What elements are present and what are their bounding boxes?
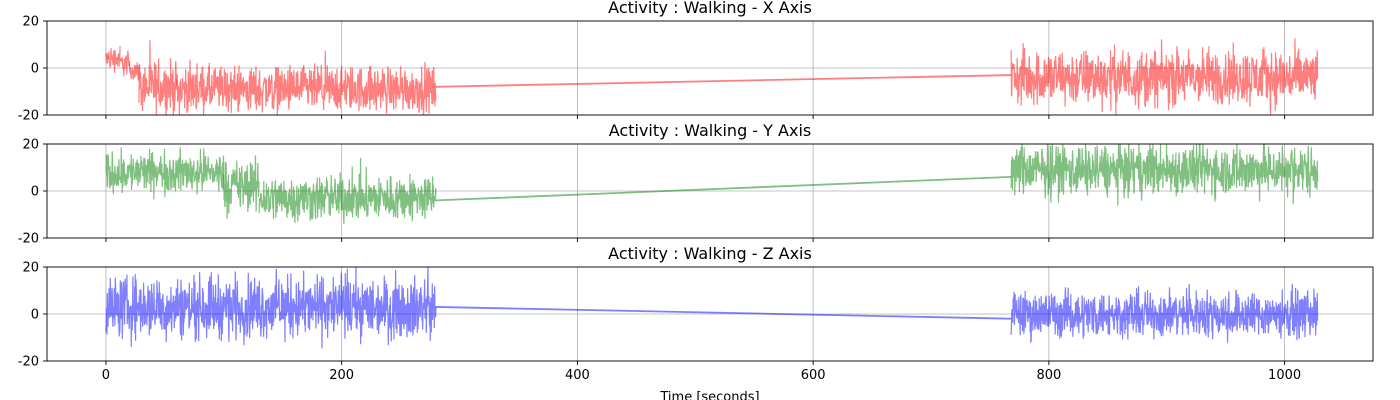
signal-segment-2 <box>223 155 260 219</box>
chart-title: Activity : Walking - Y Axis <box>609 121 811 140</box>
x-axis-label: Time [seconds] <box>659 390 759 400</box>
signal-segment-4 <box>128 61 140 81</box>
gap-connector-line <box>435 74 1012 88</box>
signal-segment-4 <box>1010 144 1319 206</box>
x-tick-label: 800 <box>1036 368 1061 383</box>
gap-connector-line <box>435 306 1012 320</box>
series-2 <box>105 144 1319 225</box>
y-tick-label: 20 <box>22 261 39 276</box>
subplot-2: -20 0 20 Activity : Walking - Y Axis <box>18 121 1374 247</box>
signal-segment-2 <box>107 46 121 74</box>
y-tick-label: 0 <box>31 185 39 200</box>
chart-title: Activity : Walking - X Axis <box>608 0 812 17</box>
signal-segment-1 <box>105 52 109 64</box>
y-tick-label: -20 <box>18 232 39 247</box>
series-1 <box>105 38 1319 115</box>
y-tick-label: -20 <box>18 355 39 370</box>
signal-segment-3 <box>258 157 437 225</box>
signal-segment-6 <box>176 50 437 115</box>
x-tick-label: 600 <box>801 368 826 383</box>
y-tick-label: -20 <box>18 109 39 124</box>
gap-connector-line <box>435 176 1012 202</box>
x-tick-label: 1000 <box>1268 368 1301 383</box>
x-tick-label: 200 <box>329 368 354 383</box>
signal-segment-1 <box>105 147 225 200</box>
signal-segment-7 <box>1010 38 1319 115</box>
signal-segment-5 <box>138 40 178 115</box>
signal-segment-2 <box>1010 283 1319 344</box>
x-tick-label: 0 <box>102 368 110 383</box>
y-tick-label: 0 <box>31 308 39 323</box>
signal-segment-1 <box>105 267 437 349</box>
x-tick-label: 400 <box>565 368 590 383</box>
series-3 <box>105 267 1319 349</box>
subplot-1: -20 0 20 Activity : Walking - X Axis <box>18 0 1374 124</box>
y-tick-label: 20 <box>22 15 39 30</box>
y-tick-label: 0 <box>31 62 39 77</box>
chart-title: Activity : Walking - Z Axis <box>608 244 812 263</box>
y-tick-label: 20 <box>22 138 39 153</box>
signal-segment-3 <box>119 50 131 77</box>
